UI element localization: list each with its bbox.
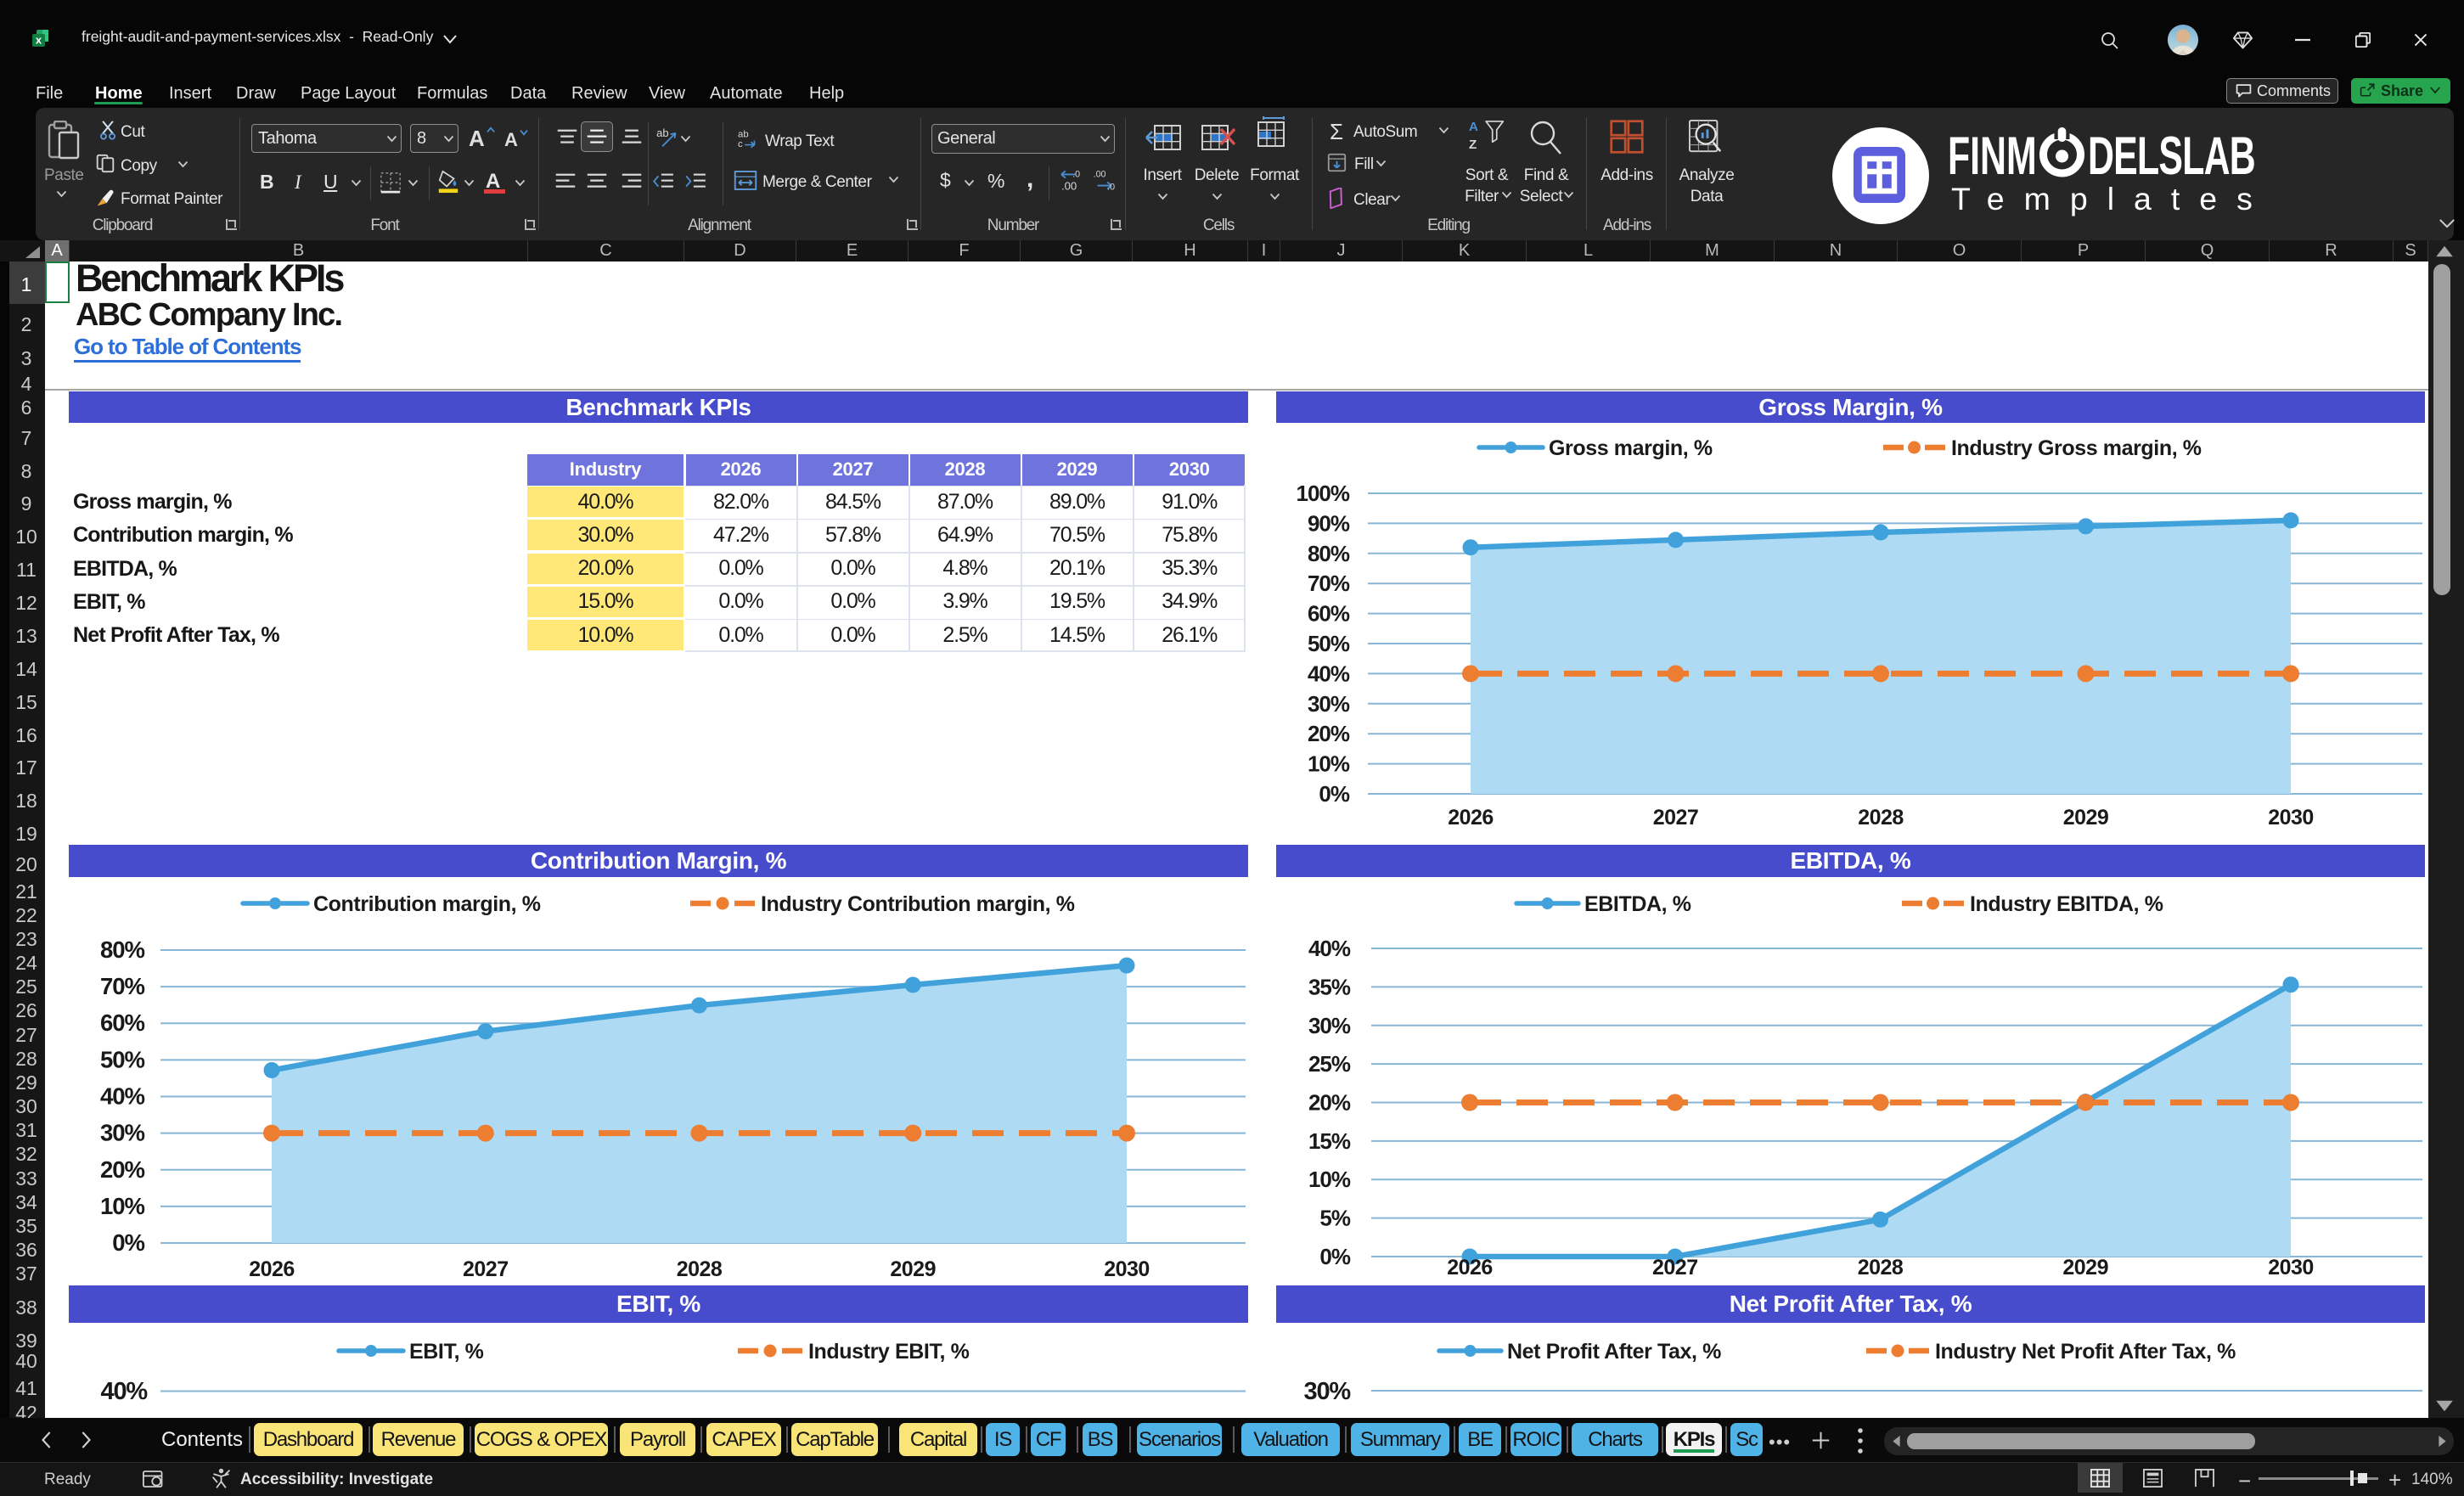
svg-text:2027: 2027 xyxy=(463,1257,509,1281)
svg-text:25%: 25% xyxy=(1308,1051,1351,1077)
svg-text:Industry EBIT, %: Industry EBIT, % xyxy=(808,1340,970,1364)
svg-text:x: x xyxy=(36,34,42,47)
svg-text:ab: ab xyxy=(738,130,749,140)
svg-text:2027: 2027 xyxy=(1652,1256,1698,1279)
svg-text:2028: 2028 xyxy=(677,1257,723,1281)
svg-text:Industry Gross margin, %: Industry Gross margin, % xyxy=(1951,436,2202,460)
svg-text:2026: 2026 xyxy=(249,1257,295,1281)
svg-text:2028: 2028 xyxy=(1858,1256,1904,1279)
svg-text:60%: 60% xyxy=(1308,601,1350,627)
svg-text:80%: 80% xyxy=(100,936,145,963)
svg-text:.0: .0 xyxy=(1072,170,1080,180)
svg-text:2029: 2029 xyxy=(2062,1256,2108,1279)
svg-text:30%: 30% xyxy=(100,1120,145,1146)
svg-text:.00: .00 xyxy=(1061,180,1077,192)
svg-text:70%: 70% xyxy=(1308,571,1350,596)
svg-text:35%: 35% xyxy=(1308,974,1351,999)
svg-text:A: A xyxy=(1469,120,1478,134)
svg-text:100%: 100% xyxy=(1297,481,1350,506)
svg-text:Industry Contribution margin,: Industry Contribution margin, % xyxy=(761,892,1075,916)
svg-text:c: c xyxy=(738,139,743,149)
svg-text:.0: .0 xyxy=(1107,183,1115,192)
svg-text:0%: 0% xyxy=(1319,1244,1350,1269)
svg-text:20%: 20% xyxy=(1308,721,1350,746)
svg-text:2026: 2026 xyxy=(1447,1256,1493,1279)
svg-text:2030: 2030 xyxy=(2268,1256,2314,1279)
svg-text:70%: 70% xyxy=(100,973,145,999)
svg-text:FINM: FINM xyxy=(1948,127,2037,180)
svg-text:2026: 2026 xyxy=(1448,806,1494,830)
svg-text:15%: 15% xyxy=(1308,1128,1351,1154)
svg-text:40%: 40% xyxy=(1308,661,1350,686)
svg-text:DELSLAB: DELSLAB xyxy=(2088,127,2255,180)
svg-text:2029: 2029 xyxy=(2063,806,2109,830)
svg-text:50%: 50% xyxy=(100,1046,145,1072)
svg-text:40%: 40% xyxy=(101,1378,149,1405)
svg-text:Contribution margin, %: Contribution margin, % xyxy=(313,892,541,916)
svg-text:0%: 0% xyxy=(1319,781,1349,807)
svg-text:2027: 2027 xyxy=(1653,806,1699,830)
svg-text:Industry EBITDA, %: Industry EBITDA, % xyxy=(1970,892,2163,916)
svg-text:40%: 40% xyxy=(100,1083,145,1110)
svg-text:10%: 10% xyxy=(1308,751,1350,777)
svg-text:30%: 30% xyxy=(1308,691,1350,717)
svg-text:60%: 60% xyxy=(100,1010,145,1036)
svg-text:10%: 10% xyxy=(1308,1167,1351,1192)
svg-text:Industry Net Profit After Tax,: Industry Net Profit After Tax, % xyxy=(1935,1340,2236,1364)
svg-text:50%: 50% xyxy=(1308,631,1350,656)
svg-text:80%: 80% xyxy=(1308,541,1350,566)
svg-text:40%: 40% xyxy=(1308,936,1351,961)
svg-text:EBIT, %: EBIT, % xyxy=(409,1340,484,1364)
svg-text:30%: 30% xyxy=(1304,1378,1352,1405)
svg-text:30%: 30% xyxy=(1308,1013,1351,1038)
svg-text:Gross margin, %: Gross margin, % xyxy=(1549,436,1713,460)
svg-text:10%: 10% xyxy=(100,1193,145,1219)
svg-text:EBITDA, %: EBITDA, % xyxy=(1584,892,1691,916)
svg-text:Net Profit After Tax, %: Net Profit After Tax, % xyxy=(1507,1340,1721,1364)
svg-text:5%: 5% xyxy=(1319,1206,1350,1231)
svg-text:20%: 20% xyxy=(1308,1090,1351,1116)
svg-text:Z: Z xyxy=(1469,138,1477,152)
svg-text:2030: 2030 xyxy=(2268,806,2314,830)
svg-text:2029: 2029 xyxy=(890,1257,936,1281)
svg-text:ab: ab xyxy=(656,127,668,139)
svg-text:20%: 20% xyxy=(100,1156,145,1183)
svg-text:2028: 2028 xyxy=(1858,806,1904,830)
svg-text:90%: 90% xyxy=(1308,510,1350,536)
svg-text:2030: 2030 xyxy=(1104,1257,1150,1281)
svg-text:0%: 0% xyxy=(112,1229,144,1256)
svg-text:.00: .00 xyxy=(1094,170,1106,180)
